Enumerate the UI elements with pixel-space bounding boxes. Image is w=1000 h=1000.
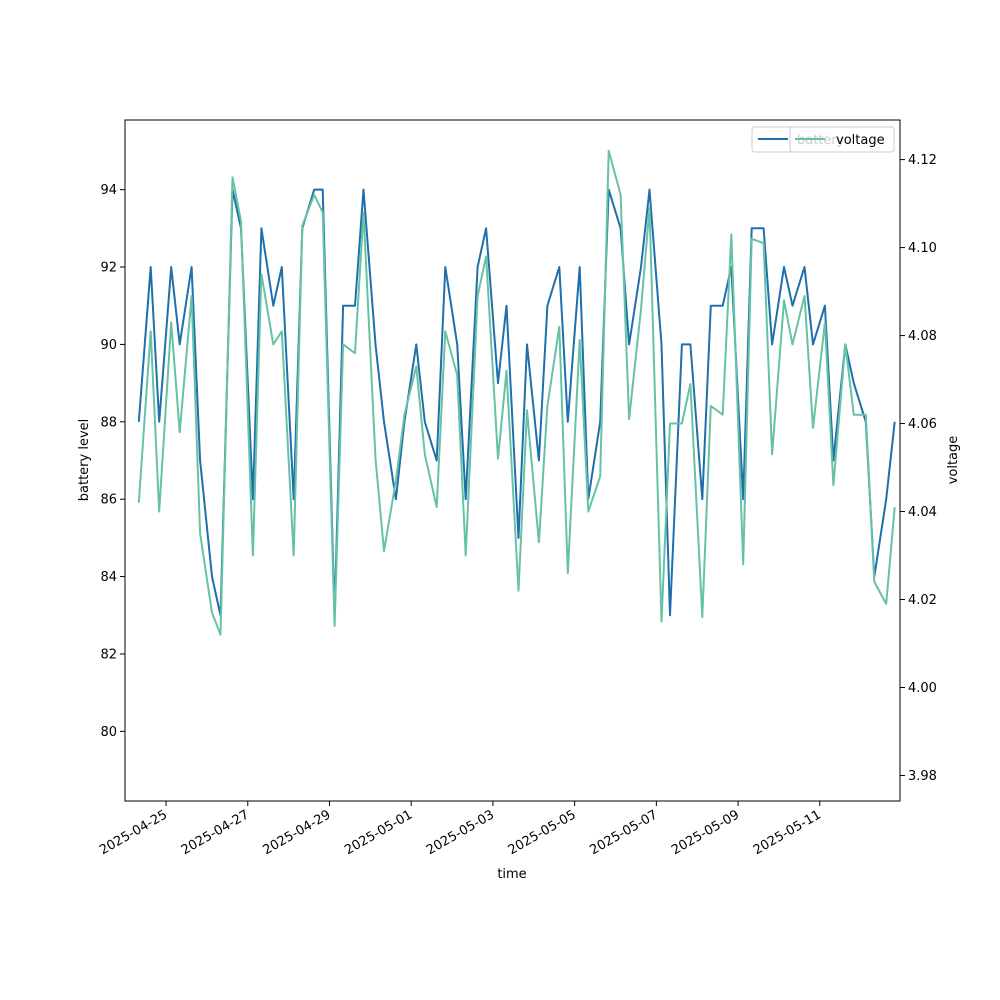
legend-voltage-label: voltage bbox=[836, 133, 885, 148]
x-tick-label: 2025-05-09 bbox=[669, 807, 742, 858]
y-left-tick-label: 86 bbox=[100, 493, 117, 508]
x-tick-label: 2025-04-25 bbox=[97, 807, 170, 858]
y-left-tick-label: 84 bbox=[100, 570, 117, 585]
x-tick-label: 2025-04-27 bbox=[179, 807, 252, 858]
y-left-tick-label: 82 bbox=[100, 647, 117, 662]
x-axis: 2025-04-25 2025-04-27 2025-04-29 2025-05-01… bbox=[97, 801, 824, 858]
series-line-voltage bbox=[137, 149, 896, 636]
legend-voltage: voltage bbox=[789, 126, 895, 153]
y-right-tick-label: 4.06 bbox=[908, 417, 937, 432]
y-right-tick-label: 4.02 bbox=[908, 593, 937, 608]
legend-voltage-box bbox=[789, 126, 895, 153]
y-left-tick-label: 94 bbox=[100, 183, 117, 198]
x-tick-label: 2025-05-11 bbox=[751, 807, 824, 858]
y-right-tick-label: 4.12 bbox=[908, 153, 937, 168]
series-line-battery bbox=[137, 188, 896, 617]
y-right-tick-label: 4.08 bbox=[908, 329, 937, 344]
y-right-tick-label: 4.10 bbox=[908, 241, 937, 256]
y-axis-right: 3.98 4.00 4.02 4.04 4.06 4.08 4.10 4.12 bbox=[900, 153, 937, 784]
x-tick-label: 2025-05-03 bbox=[424, 807, 497, 858]
y-left-tick-label: 80 bbox=[100, 725, 117, 740]
plot-frame bbox=[124, 119, 901, 802]
y-right-tick-label: 3.98 bbox=[908, 769, 937, 784]
x-tick-label: 2025-05-07 bbox=[587, 807, 660, 858]
y-left-tick-label: 92 bbox=[100, 261, 117, 276]
x-tick-label: 2025-05-01 bbox=[342, 807, 415, 858]
series-layer bbox=[137, 149, 896, 636]
x-axis-title: time bbox=[497, 867, 526, 882]
y-right-tick-label: 4.00 bbox=[908, 681, 937, 696]
y-right-tick-label: 4.04 bbox=[908, 505, 937, 520]
x-tick-label: 2025-05-05 bbox=[506, 807, 579, 858]
y-right-axis-title: voltage bbox=[946, 436, 961, 485]
y-axis-left: 80 82 84 86 88 90 92 94 bbox=[100, 183, 125, 740]
y-left-tick-label: 88 bbox=[100, 415, 117, 430]
y-left-tick-label: 90 bbox=[100, 338, 117, 353]
x-tick-label: 2025-04-29 bbox=[261, 807, 334, 858]
y-left-axis-title: battery level bbox=[77, 419, 92, 502]
